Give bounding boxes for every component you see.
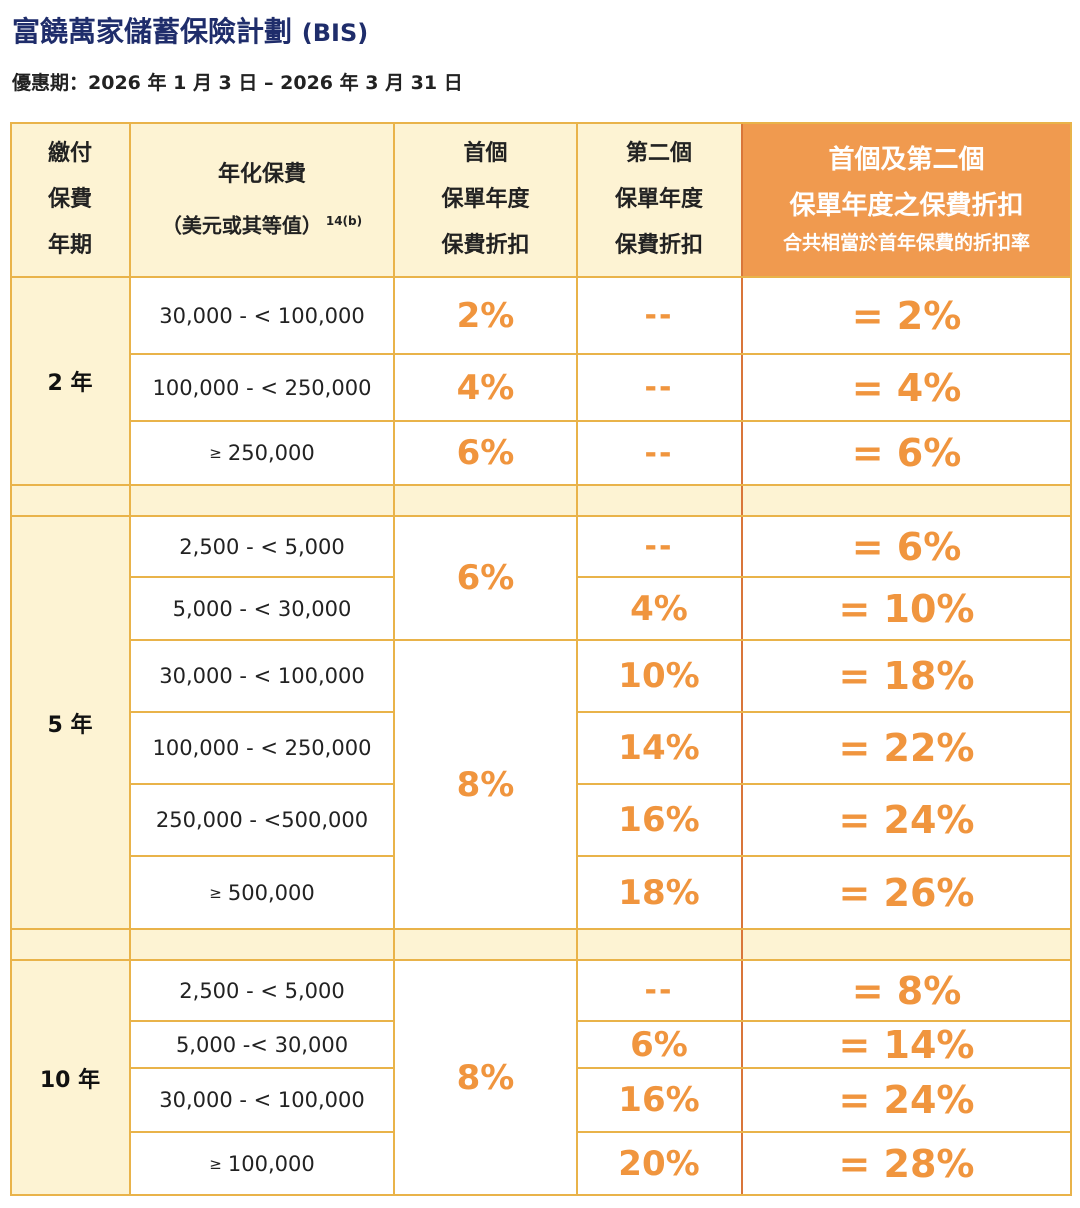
- header-premium: 年化保費 （美元或其等值） 14(b): [130, 123, 394, 277]
- first-year-discount-merged: 8%: [394, 640, 577, 929]
- premium-range: 2,500 - < 5,000: [130, 960, 394, 1021]
- grid-line: [10, 122, 1072, 124]
- second-year-discount: --: [577, 516, 741, 577]
- page-title: 富饒萬家儲蓄保險計劃 (BIS): [12, 15, 369, 48]
- term-5-years: 5 年: [10, 516, 130, 929]
- grid-line: [577, 783, 1072, 785]
- grid-line: [130, 1020, 394, 1022]
- combined-discount: = 24%: [741, 784, 1072, 856]
- grid-line: [10, 515, 1072, 517]
- grid-line: [1070, 123, 1072, 1195]
- grid-line: [10, 959, 1072, 961]
- second-year-discount: 14%: [577, 712, 741, 784]
- grid-line: [577, 576, 1072, 578]
- first-year-discount: 2%: [394, 277, 577, 354]
- first-year-discount: 4%: [394, 354, 577, 421]
- grid-line: [577, 1131, 1072, 1133]
- group-spacer: [10, 485, 1072, 516]
- combined-discount: = 6%: [741, 516, 1072, 577]
- header-second-year-discount: 第二個 保單年度 保費折扣: [577, 123, 741, 277]
- combined-discount: = 6%: [741, 421, 1072, 485]
- grid-line: [130, 783, 394, 785]
- combined-discount: = 22%: [741, 712, 1072, 784]
- combined-discount: = 4%: [741, 354, 1072, 421]
- combined-discount: = 8%: [741, 960, 1072, 1021]
- grid-line-accent: [741, 123, 743, 1195]
- header-first-year-discount: 首個 保單年度 保費折扣: [394, 123, 577, 277]
- plan-code: (BIS): [301, 19, 369, 47]
- premium-range: 250,000 - <500,000: [130, 784, 394, 856]
- grid-line: [130, 855, 394, 857]
- grid-line: [130, 711, 394, 713]
- grid-line: [130, 420, 1072, 422]
- premium-range: 5,000 - < 30,000: [130, 577, 394, 640]
- premium-range: 30,000 - < 100,000: [130, 640, 394, 712]
- combined-discount: = 26%: [741, 856, 1072, 929]
- second-year-discount: 20%: [577, 1132, 741, 1195]
- combined-discount: = 14%: [741, 1021, 1072, 1068]
- premium-range: 100,000 - < 250,000: [130, 354, 394, 421]
- first-year-discount-merged: 8%: [394, 960, 577, 1195]
- grid-line: [393, 123, 395, 1195]
- second-year-discount: --: [577, 277, 741, 354]
- premium-range: 100,000 - < 250,000: [130, 712, 394, 784]
- second-year-discount: 16%: [577, 1068, 741, 1132]
- combined-discount: = 2%: [741, 277, 1072, 354]
- grid-line: [130, 576, 394, 578]
- group-spacer: [10, 929, 1072, 960]
- grid-line: [577, 1020, 1072, 1022]
- premium-range: ≥500,000: [130, 856, 394, 929]
- grid-line: [577, 855, 1072, 857]
- grid-line: [10, 1194, 1072, 1196]
- combined-discount: = 28%: [741, 1132, 1072, 1195]
- header-combined-discount: 首個及第二個 保單年度之保費折扣 合共相當於首年保費的折扣率: [741, 123, 1072, 277]
- combined-discount: = 10%: [741, 577, 1072, 640]
- grid-line: [10, 123, 12, 1195]
- combined-discount: = 24%: [741, 1068, 1072, 1132]
- second-year-discount: 16%: [577, 784, 741, 856]
- grid-line: [130, 353, 1072, 355]
- grid-line: [10, 276, 1072, 278]
- premium-range: ≥250,000: [130, 421, 394, 485]
- grid-line: [130, 639, 1072, 641]
- combined-discount: = 18%: [741, 640, 1072, 712]
- grid-line: [576, 123, 578, 1195]
- grid-line: [130, 1067, 394, 1069]
- grid-line: [10, 928, 1072, 930]
- first-year-discount-merged: 6%: [394, 516, 577, 640]
- second-year-discount: --: [577, 960, 741, 1021]
- second-year-discount: 6%: [577, 1021, 741, 1068]
- second-year-discount: 4%: [577, 577, 741, 640]
- grid-line: [10, 484, 1072, 486]
- term-10-years: 10 年: [10, 960, 130, 1195]
- second-year-discount: --: [577, 354, 741, 421]
- grid-line: [130, 1131, 394, 1133]
- premium-range: 2,500 - < 5,000: [130, 516, 394, 577]
- grid-line: [129, 123, 131, 1195]
- first-year-discount: 6%: [394, 421, 577, 485]
- second-year-discount: 10%: [577, 640, 741, 712]
- premium-range: 30,000 - < 100,000: [130, 1068, 394, 1132]
- second-year-discount: 18%: [577, 856, 741, 929]
- header-term: 繳付 保費 年期: [10, 123, 130, 277]
- grid-line: [577, 1067, 1072, 1069]
- premium-range: ≥100,000: [130, 1132, 394, 1195]
- offer-period: 優惠期：2026 年 1 月 3 日 – 2026 年 3 月 31 日: [12, 72, 463, 94]
- premium-range: 30,000 - < 100,000: [130, 277, 394, 354]
- grid-line: [577, 711, 1072, 713]
- premium-range: 5,000 -< 30,000: [130, 1021, 394, 1068]
- second-year-discount: --: [577, 421, 741, 485]
- term-2-years: 2 年: [10, 277, 130, 485]
